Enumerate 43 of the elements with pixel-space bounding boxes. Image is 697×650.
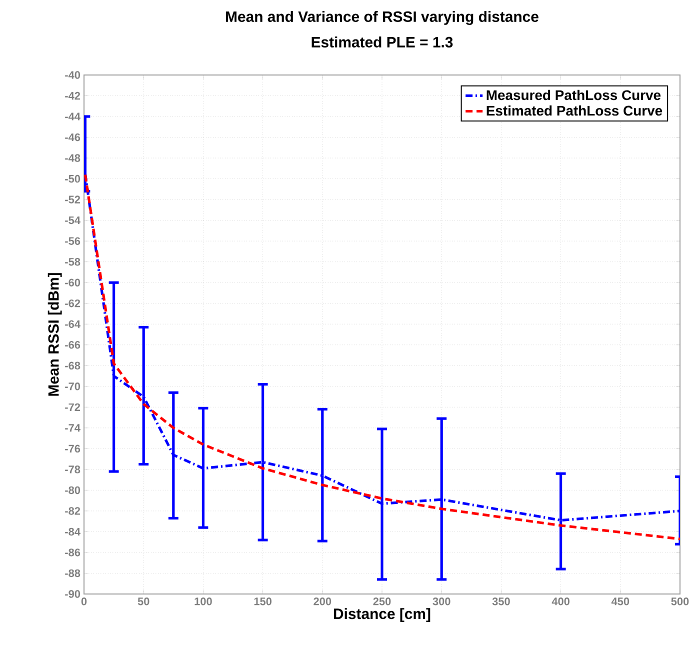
y-tick-label: -90 bbox=[65, 590, 80, 598]
y-tick-label: -60 bbox=[65, 278, 80, 286]
x-tick-label: 450 bbox=[611, 598, 630, 606]
y-tick-label: -62 bbox=[65, 299, 80, 308]
y-tick-label: -74 bbox=[65, 424, 80, 432]
x-tick-label: 50 bbox=[138, 598, 150, 606]
y-tick-label: -42 bbox=[65, 92, 80, 100]
y-tick-label: -52 bbox=[65, 196, 80, 204]
y-tick-label: -56 bbox=[65, 237, 80, 245]
y-tick-label: -84 bbox=[65, 528, 80, 536]
y-tick-label: -86 bbox=[65, 548, 80, 556]
y-tick-label: -54 bbox=[65, 216, 80, 224]
y-tick-label: -64 bbox=[65, 320, 80, 328]
y-tick-label: -66 bbox=[65, 340, 80, 349]
legend-label: Measured PathLoss Curve bbox=[486, 90, 661, 100]
x-tick-label: 100 bbox=[194, 598, 212, 606]
x-tick-label: 500 bbox=[671, 598, 689, 606]
y-tick-label: -58 bbox=[65, 258, 80, 266]
y-tick-label: -40 bbox=[65, 71, 80, 79]
y-tick-label: -88 bbox=[65, 569, 80, 578]
y-tick-label: -82 bbox=[65, 507, 80, 515]
chart-subtitle: Estimated PLE = 1.3 bbox=[312, 36, 453, 48]
x-axis-title: Distance [cm] bbox=[334, 608, 430, 622]
y-tick-label: -72 bbox=[65, 403, 80, 411]
x-tick-label: 250 bbox=[373, 598, 391, 606]
y-axis-title: Mean RSSI [dBm] bbox=[48, 273, 62, 396]
chart-title: Mean and Variance of RSSI varying distance bbox=[226, 10, 538, 25]
y-tick-label: -70 bbox=[65, 382, 80, 390]
x-tick-label: 0 bbox=[81, 598, 87, 606]
y-tick-label: -50 bbox=[65, 174, 80, 183]
y-tick-label: -46 bbox=[65, 133, 80, 142]
y-tick-label: -44 bbox=[65, 112, 80, 120]
x-tick-label: 300 bbox=[432, 598, 450, 606]
x-tick-label: 350 bbox=[492, 598, 510, 606]
y-tick-label: -76 bbox=[65, 444, 80, 453]
y-tick-label: -80 bbox=[65, 486, 80, 494]
y-tick-label: -78 bbox=[65, 466, 80, 474]
y-tick-label: -68 bbox=[65, 362, 80, 370]
y-tick-label: -48 bbox=[65, 154, 80, 162]
x-tick-label: 200 bbox=[314, 598, 332, 606]
x-tick-label: 400 bbox=[552, 598, 570, 606]
x-tick-label: 150 bbox=[254, 598, 272, 606]
legend-label: Estimated PathLoss Curve bbox=[486, 105, 662, 116]
